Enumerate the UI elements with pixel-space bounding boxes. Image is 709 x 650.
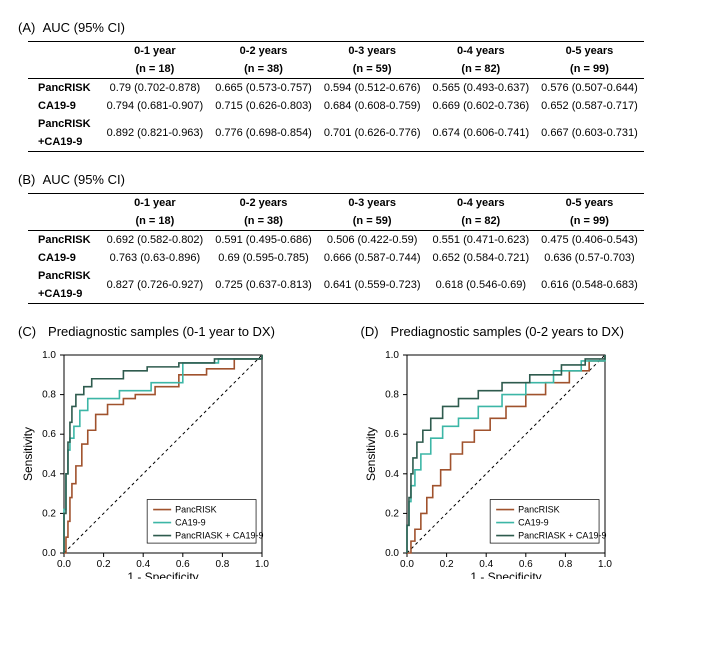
auc-table: 0-1 year0-2 years0-3 years0-4 years0-5 y…: [28, 41, 644, 152]
svg-text:0.0: 0.0: [385, 548, 399, 559]
svg-text:1 - Specificity: 1 - Specificity: [127, 570, 198, 579]
panel-c: (C) Prediagnostic samples (0-1 year to D…: [18, 324, 349, 579]
svg-text:0.6: 0.6: [385, 429, 399, 440]
svg-text:1.0: 1.0: [598, 559, 612, 570]
svg-text:CA19-9: CA19-9: [518, 518, 549, 528]
panel-d-title: Prediagnostic samples (0-2 years to DX): [391, 324, 624, 339]
panel-d-label: (D): [361, 324, 379, 339]
svg-text:PancRISK: PancRISK: [175, 505, 217, 515]
panel-c-title: Prediagnostic samples (0-1 year to DX): [48, 324, 275, 339]
svg-text:0.2: 0.2: [385, 508, 399, 519]
svg-text:0.4: 0.4: [42, 469, 56, 480]
svg-text:0.6: 0.6: [518, 559, 532, 570]
svg-text:1 - Specificity: 1 - Specificity: [470, 570, 541, 579]
svg-text:1.0: 1.0: [385, 350, 399, 361]
svg-text:0.6: 0.6: [42, 429, 56, 440]
svg-text:PancRIASK + CA19-9: PancRIASK + CA19-9: [518, 531, 606, 541]
roc-chart: 0.00.0 0.2 0.2 0.4 0.4 0.6 0.6 0.8 0.8 1.0 1.0 1 - …: [361, 349, 661, 579]
svg-text:0.0: 0.0: [42, 548, 56, 559]
svg-text:Sensitivity: Sensitivity: [364, 427, 378, 481]
svg-text:0.2: 0.2: [42, 508, 56, 519]
svg-text:PancRISK: PancRISK: [518, 505, 560, 515]
svg-text:0.2: 0.2: [439, 559, 453, 570]
svg-text:0.8: 0.8: [385, 390, 399, 401]
svg-text:0.8: 0.8: [215, 559, 229, 570]
svg-text:1.0: 1.0: [255, 559, 269, 570]
svg-text:0.4: 0.4: [136, 559, 150, 570]
svg-text:1.0: 1.0: [42, 350, 56, 361]
svg-text:PancRIASK + CA19-9: PancRIASK + CA19-9: [175, 531, 263, 541]
svg-text:0.8: 0.8: [558, 559, 572, 570]
roc-chart: 0.00.0 0.2 0.2 0.4 0.4 0.6 0.6 0.8 0.8 1.0 1.0 1 - …: [18, 349, 318, 579]
panel-b-label: (B) AUC (95% CI): [18, 172, 691, 187]
svg-text:0.8: 0.8: [42, 390, 56, 401]
svg-text:0.4: 0.4: [479, 559, 493, 570]
svg-text:0.0: 0.0: [57, 559, 71, 570]
svg-text:CA19-9: CA19-9: [175, 518, 206, 528]
svg-text:0.6: 0.6: [176, 559, 190, 570]
table-a-container: 0-1 year0-2 years0-3 years0-4 years0-5 y…: [18, 41, 691, 152]
svg-text:Sensitivity: Sensitivity: [21, 427, 35, 481]
table-b-container: 0-1 year0-2 years0-3 years0-4 years0-5 y…: [18, 193, 691, 304]
svg-text:0.0: 0.0: [400, 559, 414, 570]
panel-a-label: (A) AUC (95% CI): [18, 20, 691, 35]
auc-table: 0-1 year0-2 years0-3 years0-4 years0-5 y…: [28, 193, 644, 304]
panel-c-label: (C): [18, 324, 36, 339]
svg-text:0.4: 0.4: [385, 469, 399, 480]
panel-d: (D) Prediagnostic samples (0-2 years to …: [361, 324, 692, 579]
svg-text:0.2: 0.2: [97, 559, 111, 570]
